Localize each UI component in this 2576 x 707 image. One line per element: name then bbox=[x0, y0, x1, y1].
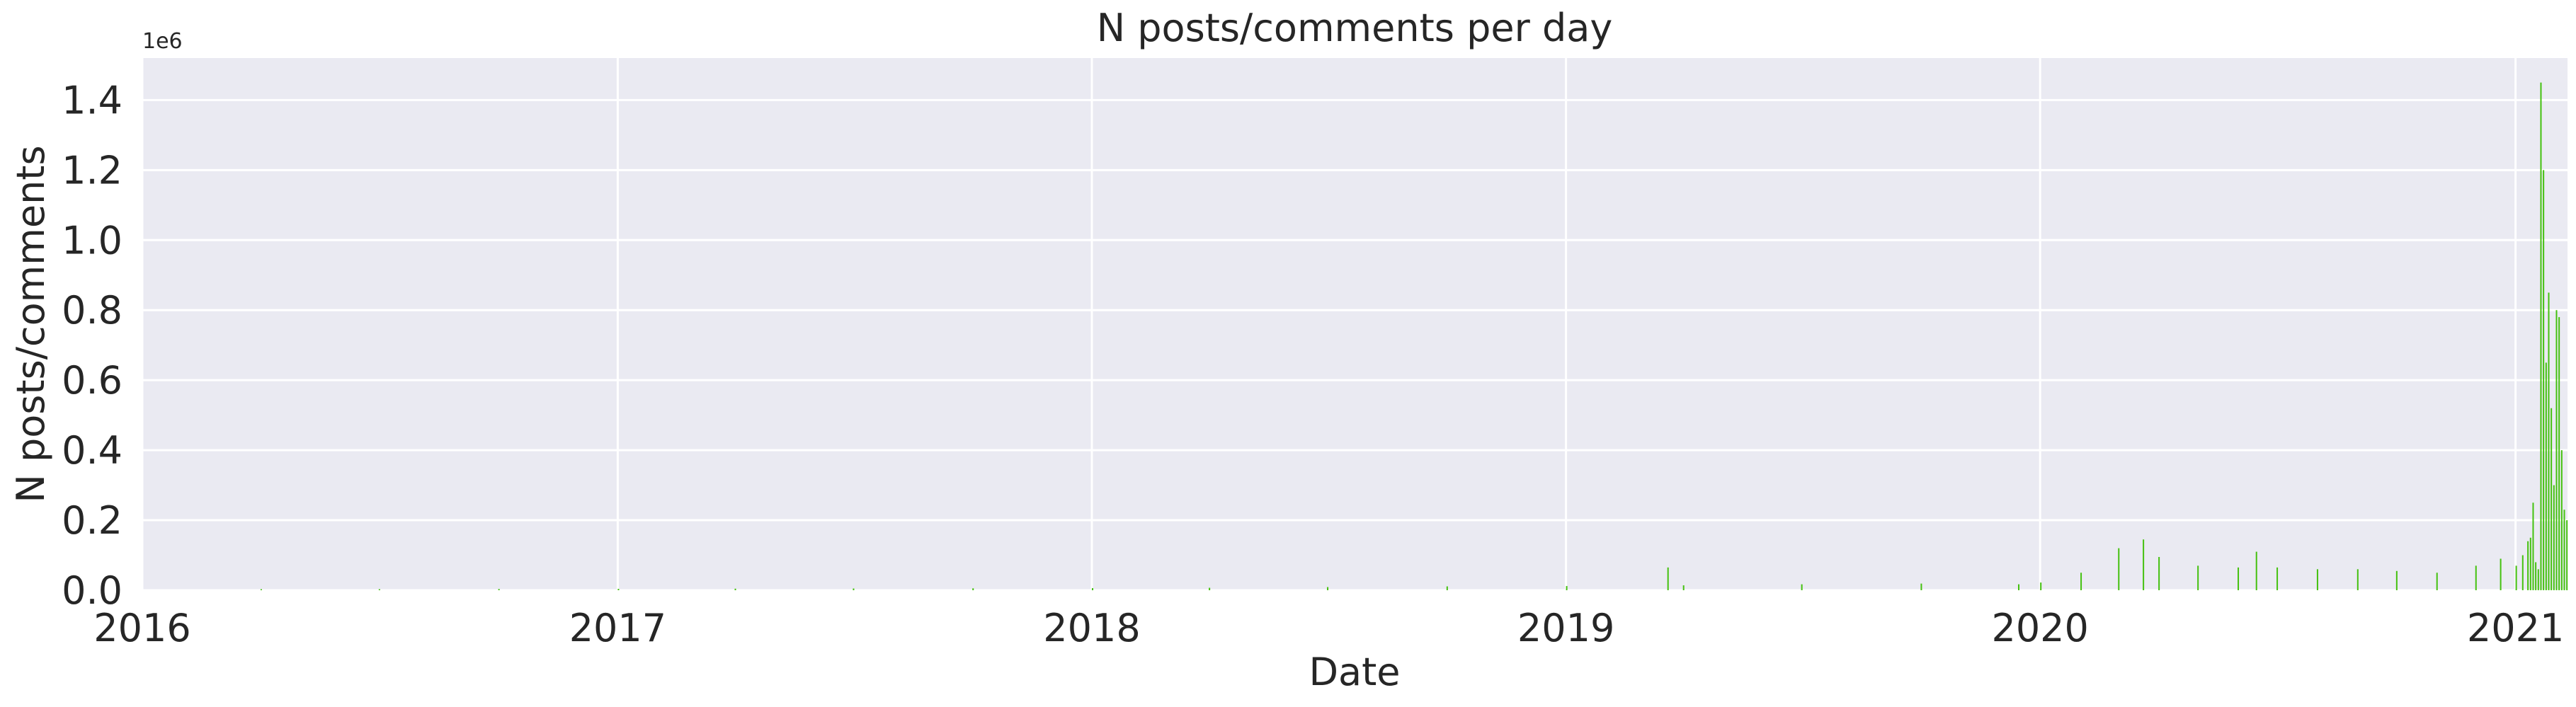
bar bbox=[972, 588, 974, 590]
y-gridlines bbox=[142, 98, 2568, 592]
bar bbox=[2515, 565, 2517, 590]
bar bbox=[2555, 310, 2558, 590]
bar bbox=[2553, 485, 2555, 590]
x-tick-label: 2019 bbox=[1517, 606, 1614, 650]
y-tick-label: 0.2 bbox=[62, 498, 122, 543]
bar bbox=[1446, 586, 1448, 590]
bar bbox=[2040, 582, 2042, 590]
bar bbox=[2543, 170, 2545, 590]
bar bbox=[1667, 567, 1669, 590]
x-tick-label: 2020 bbox=[1991, 606, 2088, 650]
bar bbox=[1209, 587, 1211, 590]
plot-background bbox=[142, 58, 2568, 590]
bar bbox=[2527, 541, 2529, 590]
bar bbox=[2018, 584, 2020, 590]
x-gridlines bbox=[141, 58, 2517, 590]
y-offset-label: 1e6 bbox=[142, 29, 183, 54]
bar bbox=[2558, 317, 2560, 590]
bar bbox=[2316, 569, 2318, 590]
y-tick-label: 0.4 bbox=[62, 428, 122, 473]
bar bbox=[1801, 584, 1803, 590]
bar bbox=[2475, 565, 2477, 590]
y-tick-label: 1.2 bbox=[62, 148, 122, 192]
y-tick-labels: 0.0 0.2 0.4 0.6 0.8 1.0 1.2 1.4 bbox=[62, 78, 122, 613]
bar bbox=[1566, 586, 1568, 590]
bar bbox=[2566, 520, 2568, 590]
bar bbox=[2500, 558, 2502, 590]
y-tick-label: 1.0 bbox=[62, 218, 122, 263]
bar bbox=[853, 588, 855, 590]
bar bbox=[2276, 567, 2279, 590]
x-tick-label: 2016 bbox=[93, 606, 190, 650]
y-tick-label: 0.6 bbox=[62, 358, 122, 403]
bar bbox=[2540, 82, 2542, 590]
bar bbox=[2395, 570, 2398, 590]
bar bbox=[1920, 583, 1922, 590]
bar bbox=[2548, 292, 2550, 590]
bar bbox=[2238, 567, 2240, 590]
bar bbox=[2529, 537, 2531, 590]
bar bbox=[2197, 565, 2199, 590]
bar bbox=[617, 589, 620, 590]
bar bbox=[498, 589, 500, 590]
y-axis-label: N posts/comments bbox=[8, 145, 53, 502]
bars bbox=[260, 82, 2568, 590]
bar bbox=[2535, 562, 2537, 590]
x-tick-label: 2018 bbox=[1043, 606, 1140, 650]
bar bbox=[2560, 450, 2563, 590]
bar bbox=[2532, 502, 2534, 590]
x-tick-labels: 2016 2017 2018 2019 2020 2021 bbox=[93, 606, 2564, 650]
bar bbox=[2158, 557, 2160, 590]
bar bbox=[2255, 551, 2257, 590]
x-axis-label: Date bbox=[1309, 650, 1400, 694]
y-tick-label: 0.8 bbox=[62, 288, 122, 333]
bar bbox=[1682, 585, 1685, 590]
bar bbox=[2545, 362, 2547, 590]
bar bbox=[2537, 569, 2539, 590]
bar bbox=[734, 588, 736, 590]
bar bbox=[1327, 587, 1329, 590]
bar bbox=[1092, 588, 1094, 590]
bar bbox=[2563, 510, 2565, 590]
bar bbox=[2080, 573, 2082, 590]
bar bbox=[2118, 548, 2120, 590]
x-tick-label: 2017 bbox=[569, 606, 666, 650]
bar bbox=[2143, 539, 2145, 590]
bar bbox=[2356, 569, 2359, 590]
x-tick-label: 2021 bbox=[2467, 606, 2564, 650]
chart-title: N posts/comments per day bbox=[1097, 6, 1613, 50]
y-tick-label: 0.0 bbox=[62, 568, 122, 613]
bar bbox=[2551, 408, 2553, 590]
bar bbox=[2436, 573, 2438, 590]
bar bbox=[2521, 555, 2524, 590]
y-tick-label: 1.4 bbox=[62, 78, 122, 122]
